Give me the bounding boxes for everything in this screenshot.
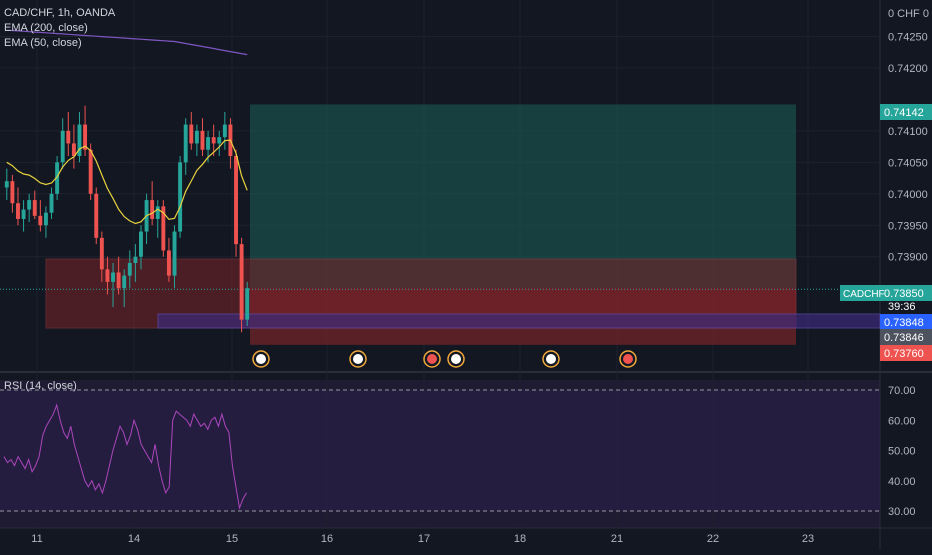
price-badge-label: 0.73846 xyxy=(884,332,924,344)
candle-body xyxy=(99,237,104,270)
time-tick-label: 14 xyxy=(128,533,140,545)
candle-body xyxy=(161,206,166,251)
rsi-tick-label: 70.00 xyxy=(888,385,916,397)
price-badge-label: 0.73848 xyxy=(884,317,924,329)
ema200-line xyxy=(6,29,248,56)
candle-body xyxy=(10,181,15,204)
price-badge xyxy=(880,285,932,301)
time-tick-label: 16 xyxy=(321,533,333,545)
event-flag-dot-icon xyxy=(427,354,437,364)
candle-body xyxy=(60,130,65,163)
symbol-title: CAD/CHF, 1h, OANDA xyxy=(4,7,116,19)
time-tick-label: 21 xyxy=(611,533,623,545)
rsi-tick-label: 40.00 xyxy=(888,476,916,488)
countdown-label: 39:36 xyxy=(888,301,916,313)
candle-body xyxy=(239,244,244,320)
candle-body xyxy=(105,269,110,282)
candle-body xyxy=(16,203,20,219)
price-badge xyxy=(880,314,932,330)
time-tick-label: 11 xyxy=(31,533,42,545)
symbol-tag xyxy=(840,285,880,301)
ema50-line xyxy=(6,139,248,225)
symbol-tag-label: CADCHF xyxy=(843,289,885,300)
price-tick-label: 0.74050 xyxy=(888,157,928,169)
candle-body xyxy=(32,200,37,216)
price-tick-label: 0.73950 xyxy=(888,220,928,232)
rsi-label: RSI (14, close) xyxy=(4,380,77,392)
candle-body xyxy=(71,143,76,157)
price-badge-label: 0.74142 xyxy=(884,107,924,119)
price-badge-label: 0.73850 xyxy=(884,288,924,300)
candle-body xyxy=(21,209,26,219)
price-badge-label: 0.73760 xyxy=(884,348,924,360)
candle-body xyxy=(66,130,71,144)
candle-body xyxy=(189,124,194,144)
candle-body xyxy=(200,130,205,150)
candle-body xyxy=(27,200,32,210)
candle-body xyxy=(150,200,155,219)
ema50-label: EMA (50, close) xyxy=(4,37,82,49)
candle-body xyxy=(111,272,115,282)
rsi-tick-label: 50.00 xyxy=(888,446,916,458)
candle-body xyxy=(194,130,199,144)
event-flag-dot-icon xyxy=(256,354,266,364)
time-tick-label: 23 xyxy=(802,533,814,545)
price-badge xyxy=(880,329,932,345)
candle-body xyxy=(4,181,9,188)
price-badge xyxy=(880,345,932,361)
time-tick-label: 18 xyxy=(514,533,526,545)
axis-currency-label: 0 CHF 0 xyxy=(888,8,929,20)
chart-legend: CAD/CHF, 1h, OANDA EMA (200, close) EMA … xyxy=(4,6,115,51)
candle-body xyxy=(127,263,132,276)
candle-body xyxy=(83,124,88,150)
candle-body xyxy=(234,156,238,245)
candle-body xyxy=(116,272,121,289)
rsi-line xyxy=(3,403,247,510)
rsi-band xyxy=(0,390,880,511)
event-flag-dot-icon xyxy=(546,354,556,364)
event-flag-dot-icon xyxy=(451,354,461,364)
candle-body xyxy=(211,137,216,144)
candle-body xyxy=(206,137,211,150)
price-tick-label: 0.74000 xyxy=(888,189,928,201)
price-tick-label: 0.74250 xyxy=(888,31,928,43)
time-tick-label: 17 xyxy=(418,533,430,545)
profit-zone xyxy=(250,104,796,289)
candle-body xyxy=(155,206,160,219)
candle-body xyxy=(172,231,177,276)
candle-body xyxy=(77,124,82,157)
price-tick-label: 0.74200 xyxy=(888,63,928,75)
candle-body xyxy=(222,124,227,138)
rsi-tick-label: 30.00 xyxy=(888,506,916,518)
candle-body xyxy=(133,256,138,264)
candle-body xyxy=(139,231,143,257)
event-flag-dot-icon xyxy=(623,354,633,364)
candle-body xyxy=(245,288,250,320)
candle-body xyxy=(178,162,183,232)
time-tick-label: 15 xyxy=(226,533,238,545)
rsi-tick-label: 60.00 xyxy=(888,415,916,427)
candle-body xyxy=(166,250,171,276)
price-badge xyxy=(880,104,932,120)
candle-body xyxy=(94,193,99,238)
ema200-label: EMA (200, close) xyxy=(4,22,88,34)
candle-body xyxy=(183,124,188,163)
candle-body xyxy=(122,275,127,289)
candle-body xyxy=(43,212,48,226)
event-flag-dot-icon xyxy=(353,354,363,364)
candle-body xyxy=(217,137,222,144)
candle-body xyxy=(38,215,43,226)
candle-body xyxy=(49,193,54,213)
candle-body xyxy=(55,162,60,194)
price-tick-label: 0.73900 xyxy=(888,252,928,264)
candle-body xyxy=(88,149,93,194)
support-band xyxy=(157,313,881,329)
price-tick-label: 0.74100 xyxy=(888,126,928,138)
time-tick-label: 22 xyxy=(707,533,719,545)
